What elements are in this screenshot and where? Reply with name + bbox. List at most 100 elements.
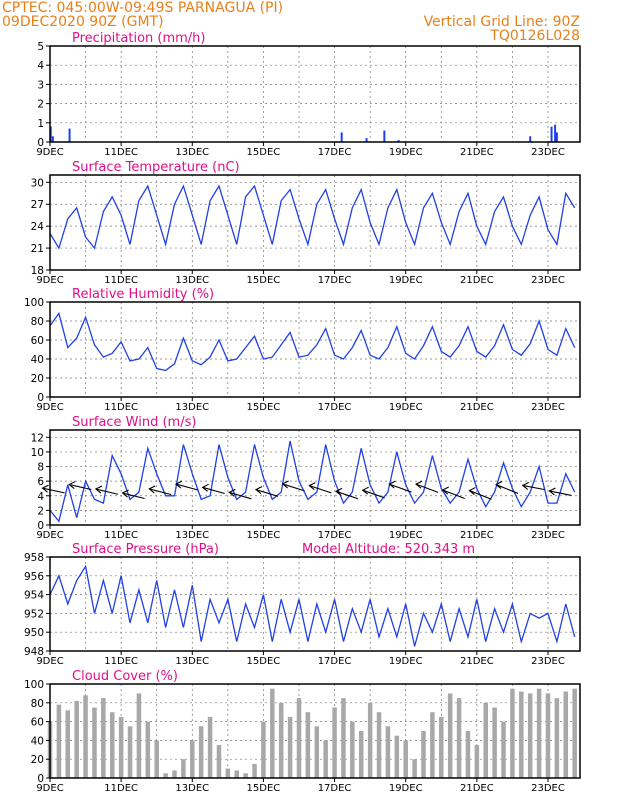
temperature-xtick-label: 23DEC xyxy=(531,275,565,286)
wind-arrow-head xyxy=(334,487,343,496)
temperature-series-line xyxy=(49,184,576,250)
cloud-cover-bar xyxy=(332,707,337,778)
model-altitude-label: Model Altitude: 520.343 m xyxy=(302,542,475,557)
cloud-cover-bar xyxy=(519,691,524,778)
grid-line-header: Vertical Grid Line: 90Z xyxy=(424,14,580,30)
temperature-title: Surface Temperature (nC) xyxy=(72,160,240,175)
precipitation-xtick-label: 9DEC xyxy=(36,147,63,158)
humidity-xtick-label: 9DEC xyxy=(36,402,63,413)
wind-arrow-shaft xyxy=(389,483,412,493)
cloud-cover-bar xyxy=(358,731,364,778)
humidity-series-line xyxy=(49,311,576,372)
temperature-xtick-label: 19DEC xyxy=(389,275,423,286)
wind-arrow-shaft xyxy=(122,492,145,500)
wind-arrow-head xyxy=(361,486,369,495)
cloud-cover-ytick-label: 0 xyxy=(37,773,44,785)
cloud-cover-bar xyxy=(456,698,462,778)
pressure-xtick-label: 19DEC xyxy=(389,656,423,667)
cloud-cover-bar xyxy=(65,710,71,778)
wind-arrow xyxy=(388,480,412,493)
cloud-cover-bar xyxy=(216,745,222,778)
precipitation-xtick-label: 13DEC xyxy=(175,147,209,158)
cloud-cover-bar xyxy=(536,688,542,778)
wind-arrow-shaft xyxy=(69,484,92,491)
precipitation-xtick-label: 23DEC xyxy=(531,147,565,158)
temperature-ytick-label: 18 xyxy=(31,265,44,277)
cloud-cover-bar xyxy=(278,702,284,778)
temperature-xtick-label: 11DEC xyxy=(104,275,138,286)
wind-arrow-shaft xyxy=(442,489,465,499)
precipitation-ytick-label: 3 xyxy=(37,79,44,91)
wind-arrow xyxy=(308,482,332,494)
wind-arrow-head xyxy=(174,480,183,489)
cloud-cover-bar xyxy=(483,702,488,778)
wind-arrow xyxy=(201,483,225,495)
cloud-cover-ytick-label: 60 xyxy=(31,717,44,729)
pressure-xtick-label: 17DEC xyxy=(318,656,352,667)
cloud-cover-bar xyxy=(109,712,115,778)
pressure-xtick-label: 21DEC xyxy=(460,656,494,667)
humidity-xtick-label: 17DEC xyxy=(318,402,352,413)
temperature-xtick-label: 21DEC xyxy=(460,275,494,286)
humidity-ytick-label: 20 xyxy=(31,373,44,385)
precipitation-bar xyxy=(340,132,343,142)
cloud-cover-bar xyxy=(563,691,569,778)
cloud-cover-ytick-label: 100 xyxy=(24,679,44,691)
cloud-cover-bar xyxy=(403,740,408,778)
precipitation-xtick-label: 19DEC xyxy=(389,147,423,158)
precipitation-xtick-label: 11DEC xyxy=(104,147,138,158)
cloud-cover-bar xyxy=(421,731,426,778)
precipitation-bar xyxy=(529,136,532,142)
wind-arrow-head xyxy=(148,485,156,494)
wind-ytick-label: 8 xyxy=(37,462,44,474)
wind-arrow-head xyxy=(441,486,449,495)
humidity-panel: 0 20 40 60 80 100 9DEC 11DEC 13DEC 15DEC 17DEC 19DE… xyxy=(24,287,581,413)
cloud-cover-bar xyxy=(447,693,453,778)
pressure-xtick-label: 15DEC xyxy=(247,656,281,667)
cloud-cover-xtick-label: 21DEC xyxy=(460,783,494,794)
model-id-header: TQ0126L028 xyxy=(489,28,580,44)
temperature-ytick-label: 24 xyxy=(31,221,45,233)
cloud-cover-bar xyxy=(92,707,97,778)
cloud-cover-bar xyxy=(492,707,497,778)
cloud-cover-frame xyxy=(49,683,581,779)
pressure-title: Surface Pressure (hPa) xyxy=(72,542,219,557)
wind-arrow xyxy=(174,480,199,491)
pressure-ytick-label: 952 xyxy=(24,608,44,620)
cloud-cover-xtick-label: 11DEC xyxy=(104,783,138,794)
temperature-xtick-label: 17DEC xyxy=(318,275,352,286)
precipitation-bar xyxy=(383,130,386,142)
wind-arrow-shaft xyxy=(95,488,119,495)
wind-arrow xyxy=(415,480,439,493)
wind-ytick-label: 0 xyxy=(37,520,44,532)
cloud-cover-bar xyxy=(163,773,168,778)
cloud-cover-bar xyxy=(314,726,320,778)
cloud-cover-bar xyxy=(118,716,124,778)
wind-arrow xyxy=(521,481,545,491)
pressure-xtick-label: 9DEC xyxy=(36,656,63,667)
cloud-cover-bar xyxy=(394,735,400,778)
humidity-xtick-label: 19DEC xyxy=(389,402,423,413)
cloud-cover-bar xyxy=(145,721,151,778)
precipitation-bar xyxy=(51,136,54,142)
cloud-cover-bar xyxy=(234,770,239,778)
humidity-ytick-label: 100 xyxy=(24,297,44,309)
humidity-ytick-label: 40 xyxy=(31,354,44,366)
wind-ytick-label: 4 xyxy=(37,491,44,503)
cloud-cover-bar xyxy=(207,716,213,778)
wind-arrow-head xyxy=(548,487,556,496)
wind-arrow-head xyxy=(228,488,236,497)
wind-arrow xyxy=(254,486,279,497)
cloud-cover-bar xyxy=(56,704,62,778)
cloud-cover-xtick-label: 13DEC xyxy=(175,783,209,794)
pressure-ytick-label: 954 xyxy=(24,590,44,602)
humidity-xtick-label: 11DEC xyxy=(104,402,138,413)
pressure-xtick-label: 11DEC xyxy=(104,656,138,667)
pressure-ytick-label: 956 xyxy=(24,571,44,583)
temperature-frame xyxy=(49,174,581,271)
pressure-panel: 948 950 952 954 956 958 9DEC 11DEC 13DEC 15DEC 17D… xyxy=(24,542,581,667)
precipitation-frame xyxy=(49,45,581,143)
wind-arrow xyxy=(94,485,119,495)
